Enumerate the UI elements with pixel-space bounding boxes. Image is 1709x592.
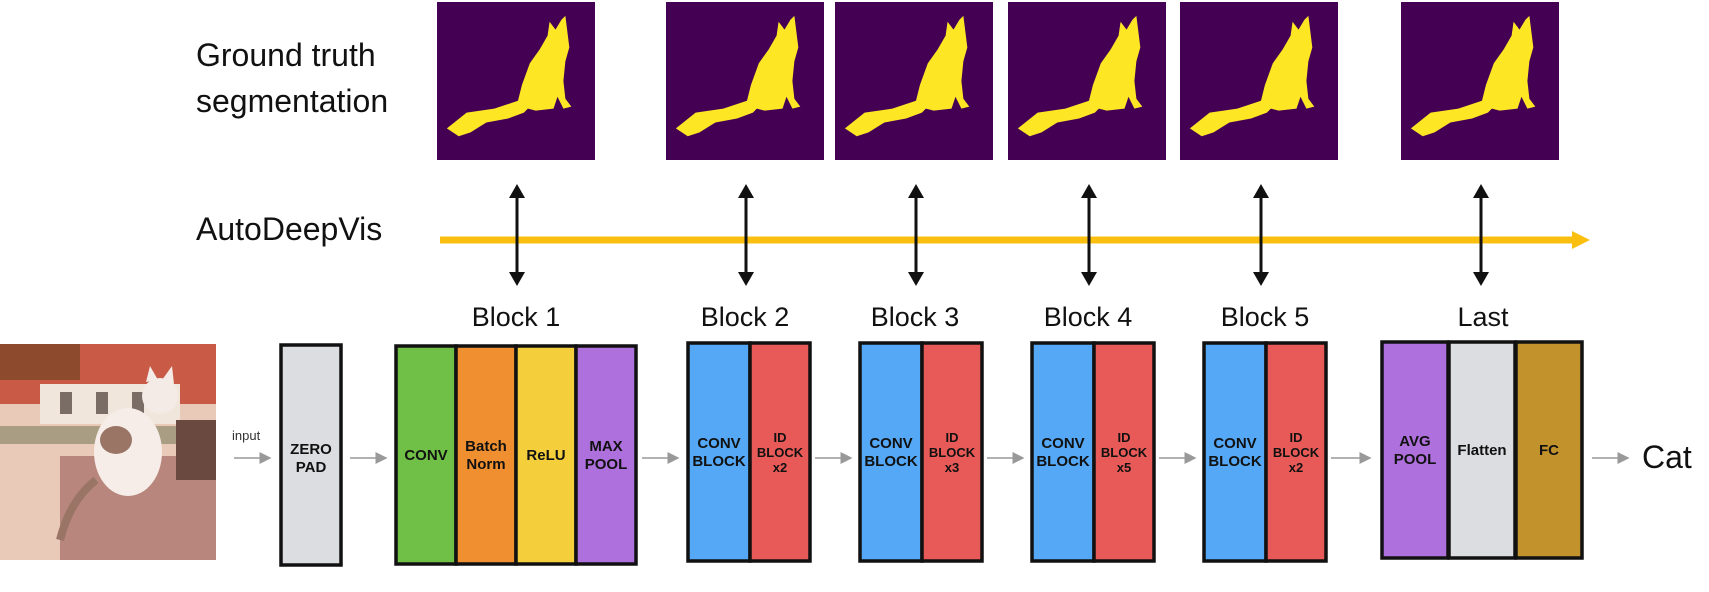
layer-label: BLOCK: [692, 453, 745, 470]
layer-label: ZERO: [290, 441, 332, 458]
layer-label: ID: [1118, 430, 1131, 445]
layer-label: POOL: [585, 456, 628, 473]
double-arrow-icon: [509, 184, 525, 286]
block-title: Block 3: [871, 302, 960, 332]
layer-label: POOL: [1394, 451, 1437, 468]
double-arrow-icon: [1253, 184, 1269, 286]
block-title: Last: [1457, 302, 1509, 332]
layer-label: CONV: [1041, 435, 1084, 452]
layer-label: CONV: [404, 447, 447, 464]
layer-box: ReLU: [514, 344, 578, 566]
layer-label: ReLU: [526, 447, 565, 464]
layer-label: ID: [774, 430, 787, 445]
layer-label: FC: [1539, 442, 1559, 459]
layer-box: CONV: [394, 344, 458, 566]
layer-label: MAX: [589, 438, 622, 455]
layer-label: BLOCK: [1273, 445, 1320, 460]
layer-label: BLOCK: [864, 453, 917, 470]
block-title: Block 4: [1044, 302, 1133, 332]
layer-label: x3: [945, 460, 959, 475]
block-title: Block 5: [1221, 302, 1310, 332]
double-arrow-icon: [1081, 184, 1097, 286]
double-arrows: [509, 184, 1489, 286]
ground-truth-label-line1: Ground truth: [196, 37, 376, 73]
layer-label: x5: [1117, 460, 1131, 475]
layer-label: CONV: [1213, 435, 1256, 452]
block-titles: Block 1 Block 2 Block 3 Block 4 Block 5 Last: [472, 302, 1509, 332]
layer-box: Flatten: [1447, 340, 1517, 560]
layer-label: BLOCK: [1101, 445, 1148, 460]
ground-truth-label-line2: segmentation: [196, 83, 388, 119]
layer-label: x2: [773, 460, 787, 475]
layer-label: Batch: [465, 438, 507, 455]
autodeepvis-label: AutoDeepVis: [196, 211, 382, 247]
layer-label: BLOCK: [1036, 453, 1089, 470]
layer-box: FC: [1514, 340, 1584, 560]
segmentation-thumbnail: [666, 2, 824, 160]
layer-label: Norm: [466, 456, 505, 473]
timeline-arrowhead-icon: [1572, 231, 1590, 249]
segmentation-thumbnail: [1180, 2, 1338, 160]
layer-label: ID: [1290, 430, 1303, 445]
network-layers: ZEROPADCONVBatchNormReLUMAXPOOLCONVBLOCK…: [279, 340, 1584, 567]
double-arrow-icon: [738, 184, 754, 286]
segmentation-thumbnail: [1008, 2, 1166, 160]
layer-label: x2: [1289, 460, 1303, 475]
segmentation-thumbnail: [437, 2, 595, 160]
layer-label: CONV: [697, 435, 740, 452]
layer-label: Flatten: [1457, 442, 1506, 459]
layer-label: BLOCK: [1208, 453, 1261, 470]
input-label: input: [232, 428, 261, 443]
double-arrow-icon: [908, 184, 924, 286]
layer-label: CONV: [869, 435, 912, 452]
output-label: Cat: [1642, 439, 1692, 475]
segmentation-thumbnail: [1401, 2, 1559, 160]
layer-label: BLOCK: [929, 445, 976, 460]
layer-label: PAD: [296, 459, 327, 476]
cat-photo-icon: [0, 344, 216, 560]
layer-label: ID: [946, 430, 959, 445]
block-title: Block 2: [701, 302, 790, 332]
block-title: Block 1: [472, 302, 561, 332]
layer-label: AVG: [1399, 433, 1430, 450]
segmentation-thumbnails: [437, 2, 1559, 160]
segmentation-thumbnail: [835, 2, 993, 160]
double-arrow-icon: [1473, 184, 1489, 286]
layer-label: BLOCK: [757, 445, 804, 460]
